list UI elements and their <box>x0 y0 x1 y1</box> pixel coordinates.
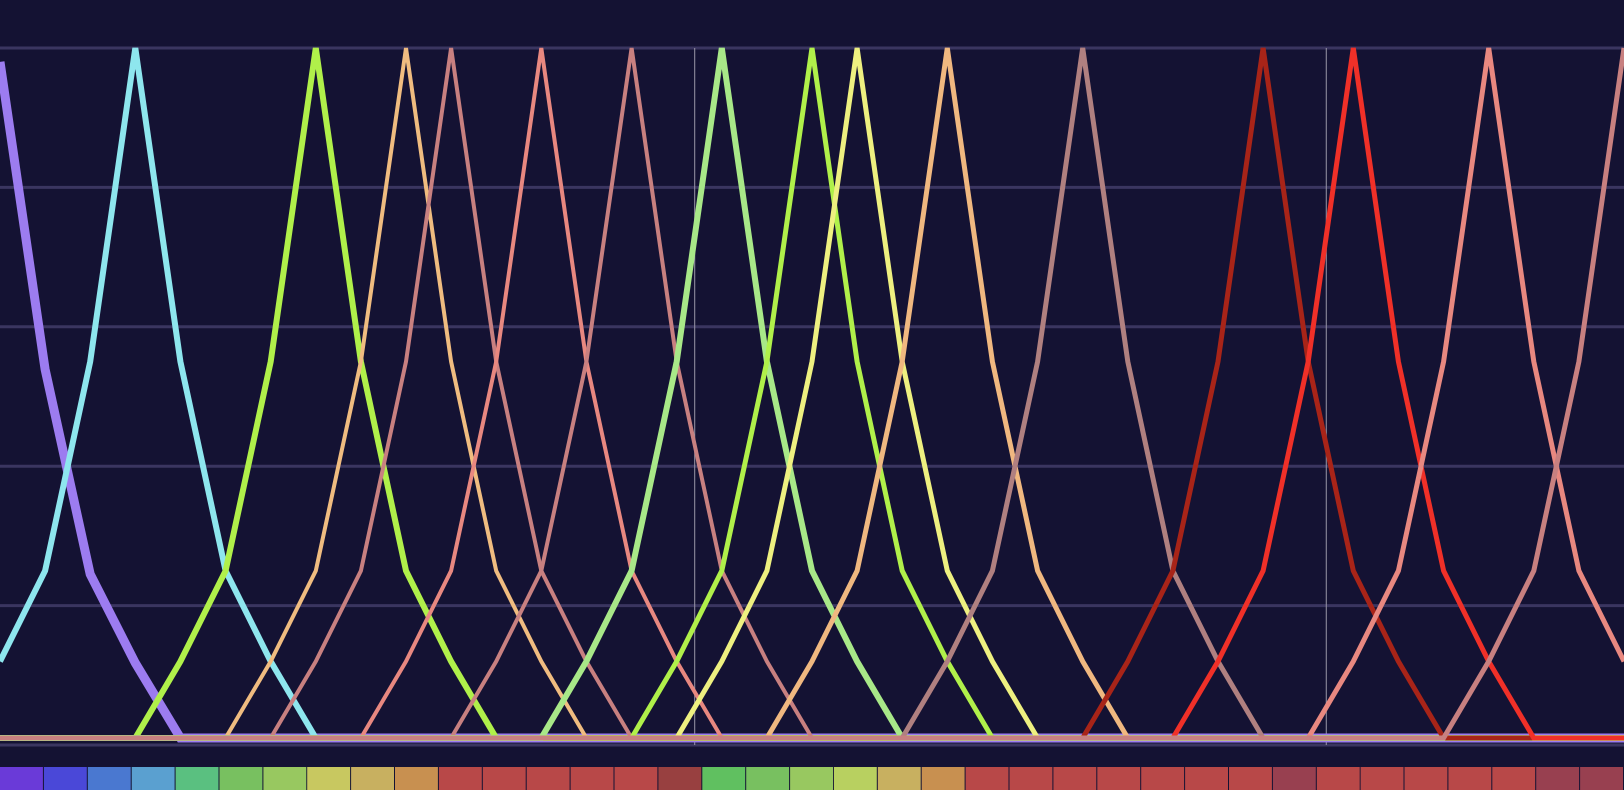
band-cell-34 <box>1492 767 1536 790</box>
band-cell-23 <box>1009 767 1053 790</box>
band-cell-1 <box>43 767 87 790</box>
band-cell-29 <box>1272 767 1316 790</box>
band-cell-36 <box>1580 767 1623 790</box>
category-band-strip <box>0 767 1623 790</box>
band-cell-13 <box>570 767 614 790</box>
band-cell-8 <box>351 767 394 790</box>
band-cell-30 <box>1316 767 1360 790</box>
band-cell-5 <box>219 767 263 790</box>
band-cell-0 <box>0 767 43 790</box>
band-cell-7 <box>307 767 351 790</box>
band-cell-2 <box>87 767 131 790</box>
band-cell-6 <box>263 767 307 790</box>
band-cell-25 <box>1097 767 1141 790</box>
band-cell-22 <box>965 767 1009 790</box>
band-cell-35 <box>1536 767 1580 790</box>
band-cell-24 <box>1053 767 1097 790</box>
band-cell-31 <box>1360 767 1404 790</box>
band-cell-17 <box>746 767 790 790</box>
band-cell-11 <box>482 767 526 790</box>
band-cell-15 <box>658 767 702 790</box>
band-cell-26 <box>1141 767 1185 790</box>
series-line-15 <box>0 47 1624 741</box>
band-cell-12 <box>526 767 570 790</box>
band-cell-28 <box>1229 767 1272 790</box>
band-cell-16 <box>702 767 746 790</box>
band-cell-32 <box>1404 767 1448 790</box>
band-cell-27 <box>1185 767 1228 790</box>
band-cell-4 <box>175 767 219 790</box>
band-cell-9 <box>395 767 438 790</box>
band-cell-18 <box>790 767 833 790</box>
band-cell-3 <box>131 767 175 790</box>
band-cell-21 <box>921 767 965 790</box>
series-lines <box>0 47 1624 743</box>
band-cell-14 <box>614 767 658 790</box>
band-cell-10 <box>438 767 482 790</box>
band-cell-19 <box>833 767 877 790</box>
band-cell-20 <box>877 767 921 790</box>
band-cell-33 <box>1448 767 1492 790</box>
